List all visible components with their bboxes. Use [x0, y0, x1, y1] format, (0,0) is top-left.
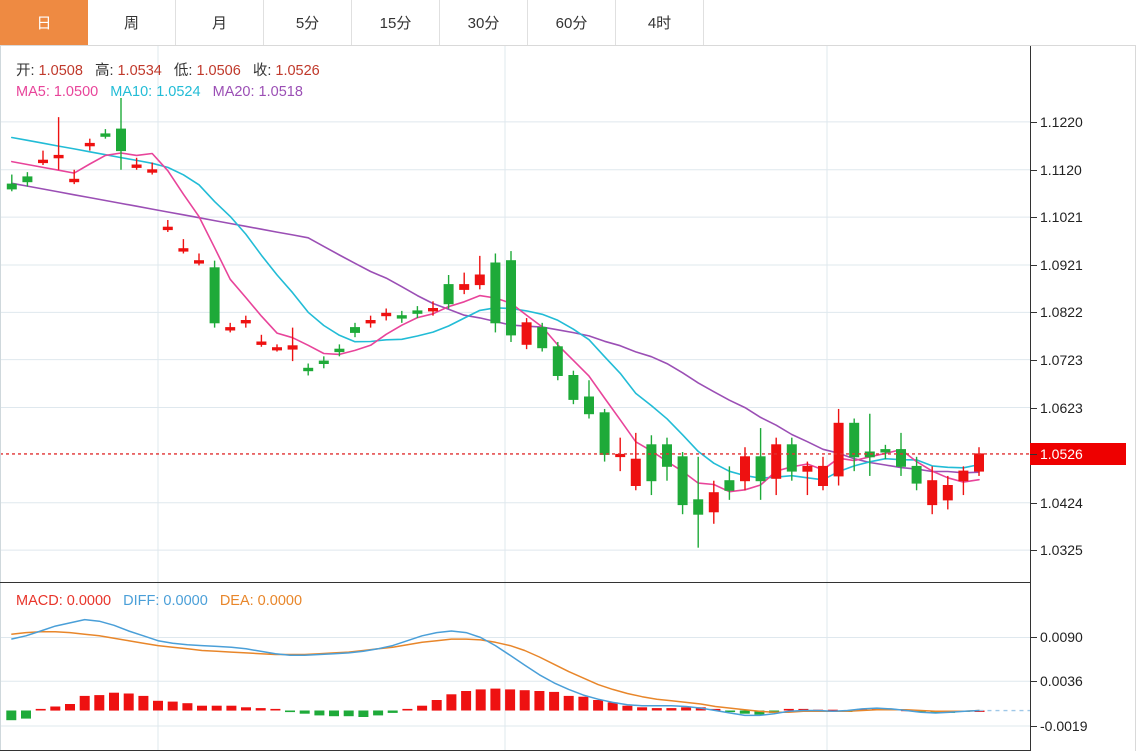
tab-15min[interactable]: 15分 — [352, 0, 440, 45]
tick-dash — [1030, 407, 1037, 409]
tab-30min-label: 30分 — [467, 15, 500, 32]
tick-dash — [1030, 453, 1037, 455]
macd-tick-text: -0.0019 — [1040, 717, 1088, 734]
price-tick-text: 1.0723 — [1040, 351, 1083, 368]
price-axis: 1.1220 1.1120 1.1021 1.0921 1.0822 1.0723 1.06… — [1030, 46, 1136, 751]
macd-tick-label: 0.0036 — [1030, 673, 1083, 689]
chart-area[interactable]: 开: 1.0508 高: 1.0534 低: 1.0506 收: 1.0526 MA5:… — [0, 46, 1136, 751]
price-tick-label: 1.0921 — [1030, 257, 1083, 273]
panel-divider — [0, 582, 1030, 583]
price-tick-label: 1.0623 — [1030, 400, 1083, 416]
price-tick-label: 1.0822 — [1030, 304, 1083, 320]
tab-4hour-label: 4时 — [647, 15, 672, 32]
tab-bar-filler — [704, 0, 1136, 45]
price-tick-label: 1.1120 — [1030, 162, 1082, 178]
price-tick-label: 1.1220 — [1030, 114, 1083, 130]
period-tab-bar: 日 周 月 5分 15分 30分 60分 4时 — [0, 0, 1136, 46]
price-tick-label: 1.0723 — [1030, 352, 1083, 368]
tick-dash — [1030, 502, 1037, 504]
price-tick-text: 1.1220 — [1040, 113, 1083, 130]
macd-tick-text: 0.0090 — [1040, 629, 1083, 646]
price-tick-text: 1.0424 — [1040, 494, 1083, 511]
price-tick-label: 1.1021 — [1030, 209, 1083, 225]
tab-30min[interactable]: 30分 — [440, 0, 528, 45]
tab-5min[interactable]: 5分 — [264, 0, 352, 45]
tick-dash — [1030, 359, 1037, 361]
tab-60min-label: 60分 — [555, 15, 588, 32]
tab-day[interactable]: 日 — [0, 0, 88, 45]
price-tick-text: 1.0325 — [1040, 542, 1083, 559]
tick-dash — [1030, 681, 1037, 683]
tick-dash — [1030, 217, 1037, 219]
candlestick-canvas[interactable] — [0, 46, 1030, 582]
price-tick-text: 1.1120 — [1040, 161, 1082, 178]
price-tick-text: 1.0921 — [1040, 256, 1083, 273]
tab-week[interactable]: 周 — [88, 0, 176, 45]
price-tick-label: 1.0325 — [1030, 542, 1083, 558]
tick-dash — [1030, 637, 1037, 639]
tab-month[interactable]: 月 — [176, 0, 264, 45]
price-tick-label: 1.0424 — [1030, 495, 1083, 511]
tab-week-label: 周 — [123, 15, 139, 32]
tab-month-label: 月 — [211, 15, 227, 32]
tick-dash — [1030, 725, 1037, 727]
tab-4hour[interactable]: 4时 — [616, 0, 704, 45]
price-tick-text: 1.0623 — [1040, 399, 1083, 416]
current-price-text: 1.0526 — [1040, 445, 1083, 462]
macd-tick-label: -0.0019 — [1030, 718, 1087, 734]
price-axis-line — [1030, 46, 1031, 751]
macd-tick-label: 0.0090 — [1030, 629, 1083, 645]
price-tick-text: 1.0822 — [1040, 304, 1083, 321]
macd-canvas[interactable] — [0, 583, 1030, 750]
plot-left-border — [0, 46, 1, 751]
tab-15min-label: 15分 — [379, 15, 412, 32]
current-price-badge: 1.0526 — [1030, 442, 1126, 465]
tick-dash — [1030, 312, 1037, 314]
tick-dash — [1030, 121, 1037, 123]
tab-60min[interactable]: 60分 — [528, 0, 616, 45]
tick-dash — [1030, 550, 1037, 552]
macd-tick-text: 0.0036 — [1040, 673, 1083, 690]
tab-5min-label: 5分 — [295, 15, 320, 32]
tab-day-label: 日 — [36, 15, 52, 32]
tick-dash — [1030, 264, 1037, 266]
tick-dash — [1030, 169, 1037, 171]
price-tick-text: 1.1021 — [1040, 209, 1083, 226]
